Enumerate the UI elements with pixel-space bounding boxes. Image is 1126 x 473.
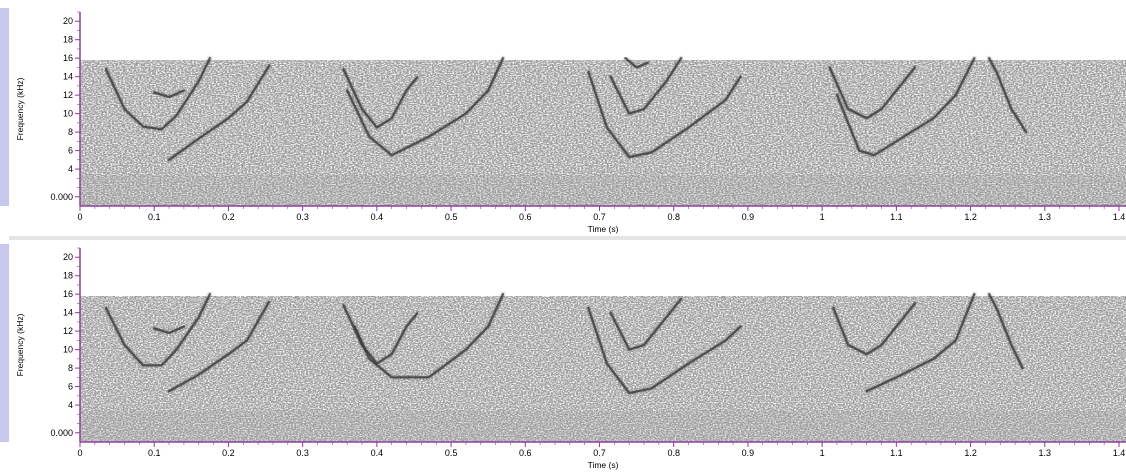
y-tick-label: 14	[63, 308, 73, 318]
x-tick-label: 1.4	[1113, 448, 1126, 458]
syllable-trace	[346, 57, 505, 157]
x-tick-label: 0.5	[445, 212, 458, 222]
syllable-trace	[835, 57, 976, 157]
panel-2-y-axis-title: Frequency (kHz)	[15, 313, 25, 376]
x-tick-label: 0.8	[667, 212, 680, 222]
y-tick-label: 4	[68, 164, 73, 174]
x-tick-label: 1.2	[964, 212, 977, 222]
panel-1-y-ticks: 0.000 4 6 8 10 12 14 16 18 20	[50, 11, 80, 202]
syllable-trace	[168, 64, 271, 161]
x-tick-label: 1.4	[1113, 212, 1126, 222]
panel-1-x-ticks: 0 0.1 0.2 0.3 0.4 0.5 0.6 0.7 0.8 0.9 1 1.1 1.2 1.3 1.…	[77, 206, 1125, 222]
y-tick-label: 20	[63, 252, 73, 262]
x-tick-label: 0.1	[148, 448, 161, 458]
panel-2-noise	[80, 296, 1126, 442]
x-tick-label: 0	[77, 448, 82, 458]
x-tick-label: 1	[820, 448, 825, 458]
panel-2-x-ticks: 0 0.1 0.2 0.3 0.4 0.5 0.6 0.7 0.8 0.9 1 1.1 1.2 1.3 1.…	[77, 442, 1125, 458]
y-tick-label: 4	[68, 400, 73, 410]
x-tick-label: 0.8	[667, 448, 680, 458]
x-tick-label: 0.9	[742, 448, 755, 458]
syllable-trace	[153, 89, 185, 99]
syllable-trace	[587, 306, 742, 395]
syllable-trace	[153, 325, 185, 335]
x-tick-label: 0.2	[222, 212, 235, 222]
y-tick-label: 0.000	[50, 428, 73, 438]
syllable-trace	[168, 300, 271, 393]
y-tick-label: 0.000	[50, 192, 73, 202]
y-tick-label: 8	[68, 127, 73, 137]
y-tick-label: 10	[63, 109, 73, 119]
x-tick-label: 0.6	[519, 448, 532, 458]
panel-1-x-axis-title: Time (s)	[588, 224, 619, 234]
x-tick-label: 1.3	[1039, 212, 1052, 222]
x-tick-label: 0.3	[296, 212, 309, 222]
syllable-trace	[104, 293, 211, 367]
x-tick-label: 0.5	[445, 448, 458, 458]
panel-1-traces	[103, 56, 1029, 162]
panel-2: 0.000 4 6 8 10 12 14 16 18 20 0 0.1 0.2 0.3 0.4 0.5 0.6…	[15, 247, 1126, 470]
y-tick-label: 14	[63, 72, 73, 82]
panel-2-y-ticks: 0.000 4 6 8 10 12 14 16 18 20	[50, 247, 80, 438]
y-tick-label: 12	[63, 326, 73, 336]
x-tick-label: 0.9	[742, 212, 755, 222]
syllable-trace	[865, 293, 976, 393]
y-tick-label: 12	[63, 90, 73, 100]
y-tick-label: 6	[68, 146, 73, 156]
syllable-trace	[609, 297, 683, 351]
panel-2-traces	[103, 292, 1025, 396]
panel-1: 0.000 4 6 8 10 12 14 16 18 20 0 0.1 0.2 0.3 0.4 0.5 0.6…	[15, 11, 1126, 234]
y-tick-label: 16	[63, 53, 73, 63]
x-tick-label: 1.2	[964, 448, 977, 458]
x-tick-label: 0.2	[222, 448, 235, 458]
y-tick-label: 16	[63, 289, 73, 299]
panel-2-axes: 0.000 4 6 8 10 12 14 16 18 20 0 0.1 0.2 0.3 0.4 0.5 0.6…	[15, 247, 1126, 470]
syllable-trace	[342, 68, 419, 129]
x-tick-label: 0.7	[593, 448, 606, 458]
panel-2-sidebar[interactable]	[0, 244, 9, 442]
x-tick-label: 1	[820, 212, 825, 222]
y-tick-label: 6	[68, 382, 73, 392]
panel-1-y-axis-title: Frequency (kHz)	[15, 77, 25, 140]
x-tick-label: 0.1	[148, 212, 161, 222]
syllable-trace	[609, 57, 683, 115]
y-tick-label: 18	[63, 271, 73, 281]
syllable-trace	[353, 293, 505, 379]
x-tick-label: 1.3	[1039, 448, 1052, 458]
syllable-trace	[828, 66, 916, 120]
panel-2-x-axis-title: Time (s)	[588, 460, 619, 470]
x-tick-label: 0.4	[371, 212, 384, 222]
x-tick-label: 0.3	[296, 448, 309, 458]
y-tick-label: 10	[63, 345, 73, 355]
panel-1-sidebar[interactable]	[0, 8, 9, 206]
y-tick-label: 18	[63, 35, 73, 45]
y-tick-label: 20	[63, 16, 73, 26]
x-tick-label: 0.6	[519, 212, 532, 222]
panel-1-axes: 0.000 4 6 8 10 12 14 16 18 20 0 0.1 0.2 0.3 0.4 0.5 0.6…	[15, 11, 1126, 234]
syllable-trace	[624, 57, 649, 69]
panel-divider[interactable]	[9, 236, 1126, 240]
panel-1-noise	[80, 60, 1126, 206]
syllable-trace	[988, 57, 1028, 134]
syllable-trace	[587, 70, 742, 159]
syllable-trace	[104, 57, 211, 131]
x-tick-label: 1.1	[890, 212, 903, 222]
x-tick-label: 0.4	[371, 448, 384, 458]
x-tick-label: 0.7	[593, 212, 606, 222]
syllable-trace	[988, 293, 1024, 370]
x-tick-label: 0	[77, 212, 82, 222]
syllable-trace	[832, 302, 916, 356]
x-tick-label: 1.1	[890, 448, 903, 458]
y-tick-label: 8	[68, 363, 73, 373]
